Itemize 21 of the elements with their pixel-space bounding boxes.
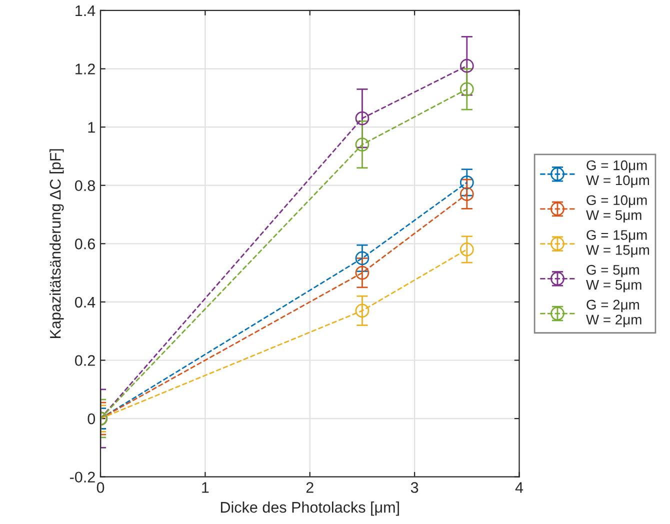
x-tick-label: 4 <box>515 482 524 493</box>
legend-label: G = 15μm W = 15μm <box>586 230 649 258</box>
y-axis-title: Kapazitätsänderung ΔC [pF] <box>50 149 64 338</box>
y-tick-label: -0.2 <box>70 472 95 483</box>
legend-label: G = 10μm W = 5μm <box>586 195 647 223</box>
x-tick-label: 0 <box>96 482 104 493</box>
legend-label: G = 10μm W = 10μm <box>586 160 649 188</box>
y-tick-label: 0.4 <box>75 296 96 308</box>
x-axis-title: Dicke des Photolacks [μm] <box>220 502 399 516</box>
y-tick-label: 0 <box>88 413 96 424</box>
y-tick-label: 0.2 <box>75 355 95 366</box>
x-tick-label: 2 <box>306 482 314 493</box>
y-tick-label: 0.6 <box>75 238 95 250</box>
x-tick-label: 1 <box>202 482 209 493</box>
y-tick-label: 1 <box>88 122 95 133</box>
y-tick-label: 0.8 <box>75 180 95 192</box>
legend-label: G = 5μm W = 5μm <box>586 264 642 292</box>
legend-label: G = 2μm W = 2μm <box>586 300 642 328</box>
x-tick-label: 3 <box>410 482 418 493</box>
y-tick-label: 1.2 <box>76 64 95 74</box>
y-tick-label: 1.4 <box>76 6 96 16</box>
